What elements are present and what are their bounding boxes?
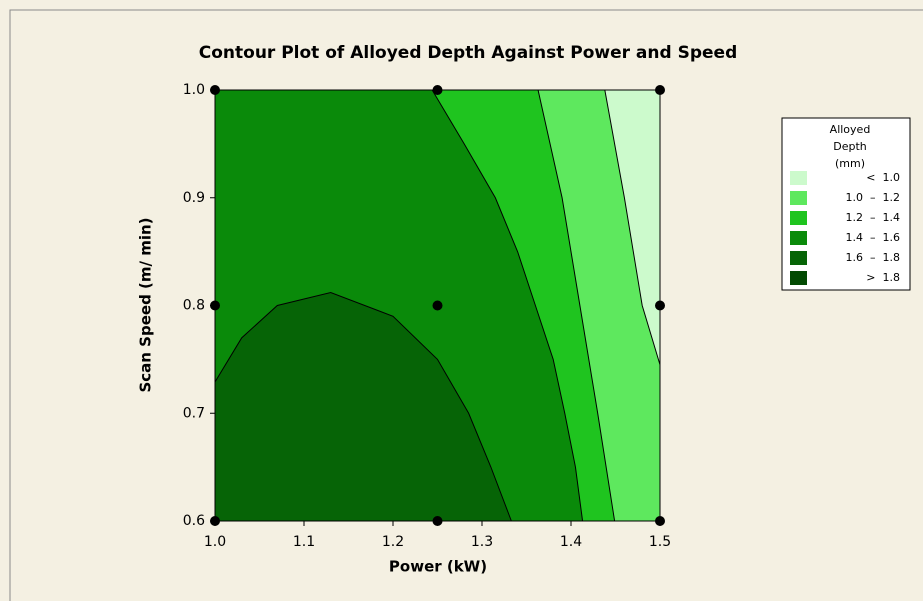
legend-swatch [790, 271, 807, 285]
chart-title: Contour Plot of Alloyed Depth Against Po… [199, 43, 738, 63]
legend-swatch [790, 191, 807, 205]
legend-label: 1.2 – 1.4 [846, 211, 900, 224]
legend-label: 1.4 – 1.6 [846, 231, 900, 244]
design-point [432, 516, 443, 526]
design-point [432, 300, 443, 311]
x-tick-label: 1.3 [471, 534, 493, 550]
legend-label: < 1.0 [866, 171, 900, 184]
y-tick-label: 0.8 [183, 298, 205, 314]
x-tick-label: 1.4 [560, 534, 582, 550]
legend-title: Depth [833, 140, 867, 153]
contour-region [604, 90, 660, 365]
y-axis-label: Scan Speed (m/ min) [137, 217, 155, 392]
contour-line [431, 89, 584, 522]
legend-label: 1.0 – 1.2 [846, 191, 900, 204]
design-point [655, 85, 665, 95]
contour-line [214, 292, 512, 522]
y-tick-label: 0.9 [183, 190, 205, 206]
contour-line [604, 89, 661, 365]
legend-swatch [790, 251, 807, 265]
contour-region [215, 292, 512, 521]
legend-swatch [790, 231, 807, 245]
legend-swatch [790, 171, 807, 185]
x-tick-label: 1.1 [293, 534, 315, 550]
legend-title: Alloyed [830, 123, 871, 136]
y-tick-label: 1.0 [183, 82, 205, 98]
legend-title: (mm) [835, 157, 865, 170]
x-tick-label: 1.0 [204, 534, 226, 550]
design-point [655, 300, 665, 311]
legend-label: 1.6 – 1.8 [846, 251, 900, 264]
y-tick-label: 0.6 [183, 513, 205, 529]
design-point [432, 85, 443, 95]
x-tick-label: 1.5 [649, 534, 671, 550]
legend-label: > 1.8 [866, 271, 900, 284]
contour-line [537, 89, 616, 522]
y-tick-label: 0.7 [183, 405, 205, 421]
x-axis-label: Power (kW) [389, 558, 487, 576]
legend-swatch [790, 211, 807, 225]
x-tick-label: 1.2 [382, 534, 404, 550]
